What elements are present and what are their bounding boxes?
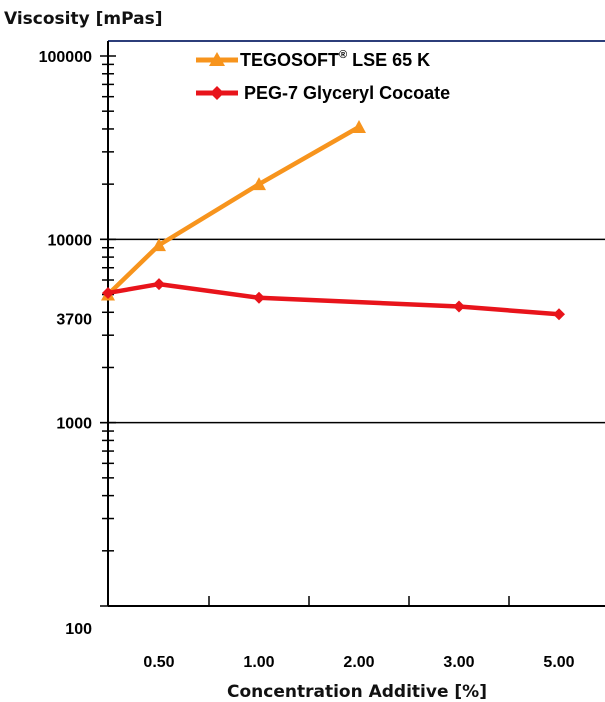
x-axis-label: Concentration Additive [%] bbox=[227, 682, 487, 702]
series-group bbox=[101, 119, 565, 321]
legend-item-peg7: PEG-7 Glyceryl Cocoate bbox=[196, 83, 450, 103]
data-point-diamond bbox=[553, 308, 565, 321]
y-tick-label: 3700 bbox=[56, 311, 92, 328]
data-point-triangle bbox=[352, 119, 366, 133]
legend: TEGOSOFT® LSE 65 K PEG-7 Glyceryl Cocoat… bbox=[196, 49, 450, 103]
y-tick-label: 100000 bbox=[39, 49, 92, 66]
y-tick-label: 100 bbox=[65, 621, 92, 638]
data-point-triangle bbox=[152, 238, 166, 252]
y-tick-label: 1000 bbox=[56, 416, 92, 433]
x-tick-label: 3.00 bbox=[443, 654, 474, 671]
series-line-0 bbox=[106, 125, 361, 297]
x-tick-label: 0.50 bbox=[143, 654, 174, 671]
y-tick-labels: 100000 10000 3700 1000 100 bbox=[39, 49, 92, 638]
x-tick-labels: 0.50 1.00 2.00 3.00 5.00 bbox=[143, 654, 574, 671]
y-minor-ticks bbox=[100, 55, 116, 607]
series-line-1 bbox=[107, 281, 560, 317]
legend-label-peg7: PEG-7 Glyceryl Cocoate bbox=[244, 83, 450, 103]
x-tick-label: 2.00 bbox=[343, 654, 374, 671]
x-ticks bbox=[208, 596, 510, 606]
data-point-diamond bbox=[102, 286, 114, 299]
data-point-diamond bbox=[453, 300, 465, 313]
legend-label-tegosoft: TEGOSOFT® LSE 65 K bbox=[240, 49, 430, 70]
x-tick-label: 5.00 bbox=[543, 654, 574, 671]
data-point-diamond bbox=[253, 291, 265, 304]
x-tick-label: 1.00 bbox=[243, 654, 274, 671]
gridlines bbox=[108, 238, 605, 424]
y-tick-label: 10000 bbox=[48, 232, 93, 249]
legend-item-tegosoft: TEGOSOFT® LSE 65 K bbox=[196, 49, 430, 70]
legend-diamond-marker-icon bbox=[210, 86, 224, 100]
legend-triangle-marker-icon bbox=[209, 52, 225, 66]
data-point-diamond bbox=[153, 278, 165, 291]
data-point-triangle bbox=[252, 177, 266, 191]
y-axis-label: Viscosity [mPas] bbox=[4, 9, 162, 29]
